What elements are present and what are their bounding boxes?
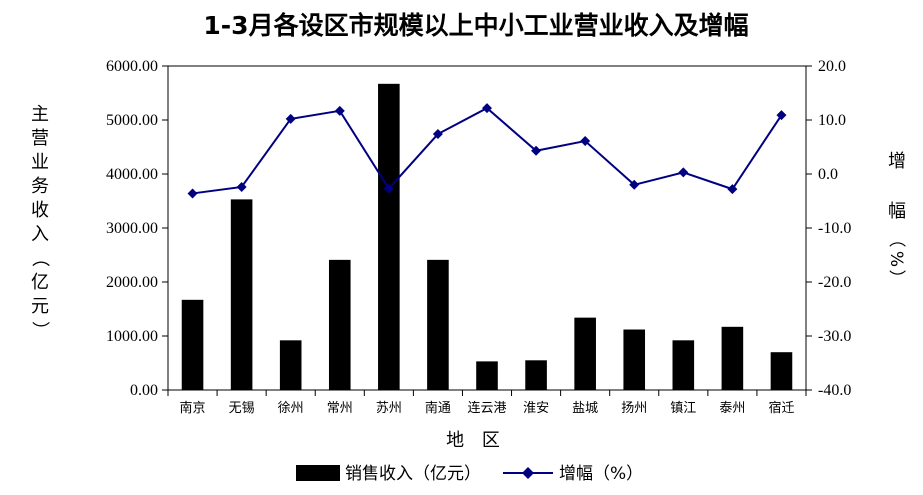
bar	[328, 259, 351, 390]
y-axis-label-char: 元	[31, 296, 49, 317]
y2-axis-label-char: 增	[888, 151, 906, 172]
x-tick-label: 无锡	[229, 401, 255, 416]
left-tick-label: 3000.00	[106, 220, 158, 237]
x-tick-label: 镇江	[670, 401, 696, 416]
growth-line	[192, 106, 783, 195]
x-tick-label: 常州	[327, 401, 353, 416]
left-tick-label: 5000.00	[106, 112, 158, 129]
left-tick-label: 6000.00	[106, 58, 158, 75]
line-point	[580, 136, 591, 147]
x-tick-label: 宿迁	[768, 400, 794, 416]
y-axis-label-char: 主	[31, 104, 49, 125]
bar	[721, 326, 744, 390]
bar	[181, 299, 204, 390]
legend-bar-label: 销售收入（亿元）	[345, 464, 481, 484]
legend-line-marker	[522, 467, 534, 479]
y-axis-label-char: （	[29, 249, 50, 267]
x-tick-label: 泰州	[719, 401, 745, 416]
plot-border	[167, 65, 807, 391]
line-point	[727, 184, 738, 195]
right-tick-label: -40.0	[818, 382, 851, 399]
y-axis-label-char: 收	[31, 200, 49, 221]
right-tick-label: 10.0	[818, 112, 846, 129]
line-point	[334, 105, 345, 116]
line-point	[678, 167, 689, 178]
line-point	[285, 113, 296, 124]
y2-axis-label-char: 幅	[888, 201, 906, 222]
x-tick-label: 盐城	[572, 401, 598, 416]
chart-title: 1-3月各设区市规模以上中小工业营业收入及增幅	[203, 11, 748, 40]
y2-axis-label-char: （	[886, 231, 906, 248]
line-point	[482, 103, 492, 114]
left-axis: 0.00 1000.00 2000.00 3000.00 4000.00 5000.00 6…	[106, 58, 168, 399]
left-tick-label: 1000.00	[106, 328, 158, 345]
x-tick-label: 徐州	[278, 401, 304, 416]
right-axis: -40.0 -30.0 -20.0 -10.0 0.0 10.0 20.0	[806, 58, 851, 399]
y-axis-label-char: 入	[31, 224, 49, 245]
right-tick-label: -30.0	[818, 328, 851, 345]
line-point	[383, 183, 394, 194]
line-point	[629, 179, 640, 190]
plot-area	[167, 65, 807, 391]
bar	[525, 360, 547, 390]
x-axis-label: 地 区	[446, 430, 506, 451]
bar	[378, 83, 400, 390]
bar	[574, 317, 596, 390]
y-axis-label-char: 营	[31, 128, 49, 149]
y-axis-label-char: 业	[31, 152, 49, 173]
legend: 销售收入（亿元） 增幅（%）	[296, 464, 643, 484]
right-tick-label: -20.0	[818, 274, 851, 291]
left-tick-label: 0.00	[130, 382, 158, 399]
left-tick-label: 4000.00	[106, 166, 158, 183]
right-tick-label: 0.0	[818, 166, 838, 183]
right-tick-label: 20.0	[818, 58, 846, 75]
y-axis-label-right: 增幅 （% ）	[886, 151, 906, 287]
line-point	[531, 145, 542, 156]
bar	[672, 340, 695, 390]
bar	[770, 352, 793, 390]
y-axis-label-char: ）	[29, 321, 50, 339]
right-tick-label: -10.0	[818, 220, 851, 237]
x-tick-label: 苏州	[376, 400, 402, 416]
legend-line-label: 增幅（%）	[559, 464, 643, 484]
y-axis-label-char: 务	[31, 176, 49, 197]
line-point	[236, 181, 247, 192]
y-axis-label-char: 亿	[31, 272, 49, 293]
x-tick-label: 淮安	[523, 401, 549, 416]
x-tick-label: 连云港	[467, 400, 506, 416]
line-point	[432, 129, 443, 140]
line-series	[187, 103, 787, 199]
left-tick-label: 2000.00	[106, 274, 158, 291]
y2-axis-label-char: %	[886, 251, 906, 267]
category-axis: 南京 无锡 徐州 常州 苏州 南通 连云港 淮安 盐城 扬州 镇江 泰州 宿迁	[167, 390, 807, 416]
bar	[476, 361, 498, 390]
bar	[427, 259, 449, 390]
bar	[279, 340, 302, 390]
bar-series	[181, 83, 793, 390]
x-tick-label: 南京	[180, 400, 206, 416]
legend-bar-swatch	[296, 465, 340, 481]
line-point	[776, 110, 787, 121]
y2-axis-label-char: ）	[886, 270, 906, 287]
bar	[230, 199, 253, 390]
x-tick-label: 扬州	[621, 401, 647, 416]
line-point	[187, 188, 198, 199]
x-tick-label: 南通	[425, 400, 451, 416]
bar	[623, 329, 646, 390]
